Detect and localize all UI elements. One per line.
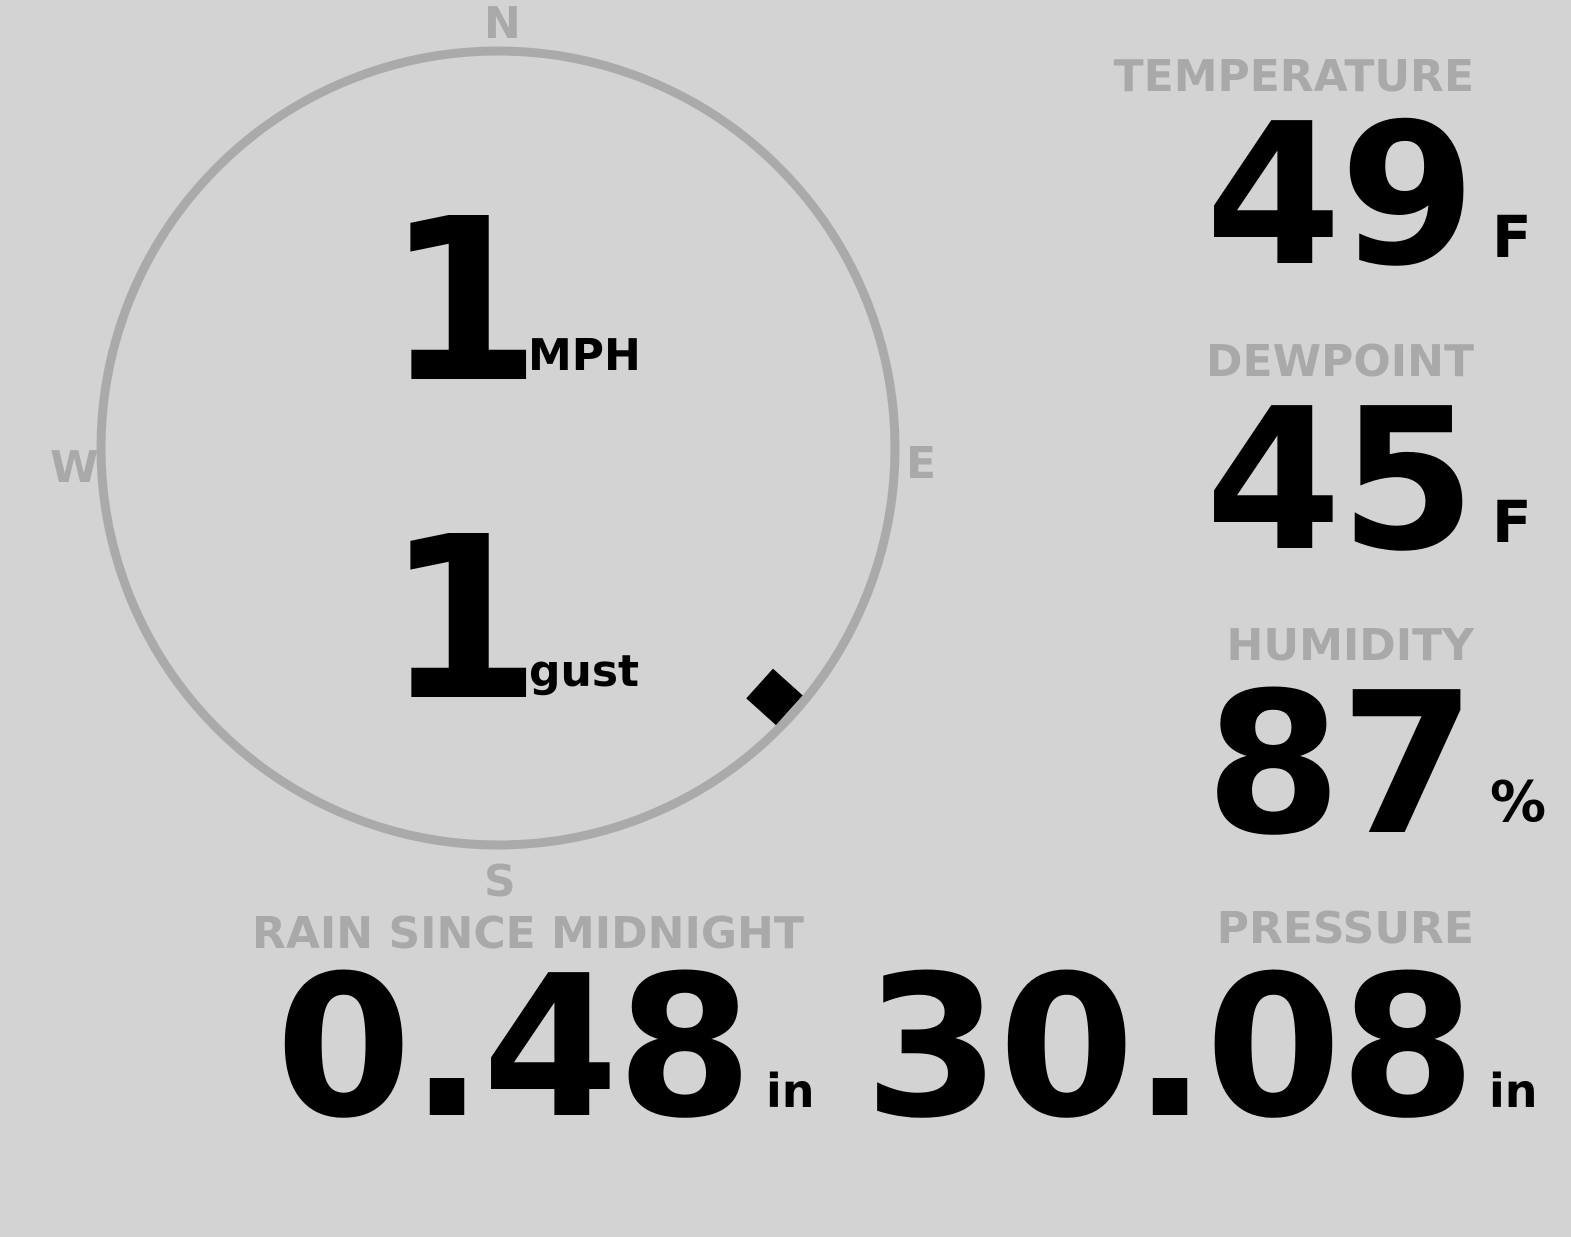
humidity-value: 87 [1205, 651, 1476, 879]
rain-label: RAIN SINCE MIDNIGHT [252, 908, 804, 959]
wind-gust-value: 1 [385, 489, 542, 751]
humidity-unit: % [1490, 770, 1547, 835]
dewpoint-value: 45 [1205, 367, 1476, 595]
temperature-label: TEMPERATURE [1113, 51, 1474, 102]
wind-gust-unit: gust [529, 646, 640, 697]
dewpoint-unit: F [1492, 488, 1532, 556]
wind-speed-unit: MPH [528, 330, 641, 381]
compass-south: S [484, 856, 516, 907]
humidity-label: HUMIDITY [1226, 620, 1474, 671]
pressure-unit: in [1489, 1064, 1538, 1118]
compass-north: N [484, 0, 521, 49]
dewpoint-label: DEWPOINT [1206, 336, 1474, 387]
wind-direction-diamond-icon [746, 668, 803, 726]
compass-west: W [50, 442, 99, 493]
pressure-label: PRESSURE [1216, 903, 1474, 954]
compass-ring [96, 46, 900, 850]
compass-east: E [906, 438, 937, 489]
rain-unit: in [766, 1064, 815, 1118]
temperature-value: 49 [1205, 82, 1476, 310]
pressure-value: 30.08 [864, 934, 1476, 1162]
temperature-unit: F [1492, 203, 1532, 271]
wind-speed-value: 1 [385, 171, 542, 433]
rain-value: 0.48 [275, 934, 753, 1162]
